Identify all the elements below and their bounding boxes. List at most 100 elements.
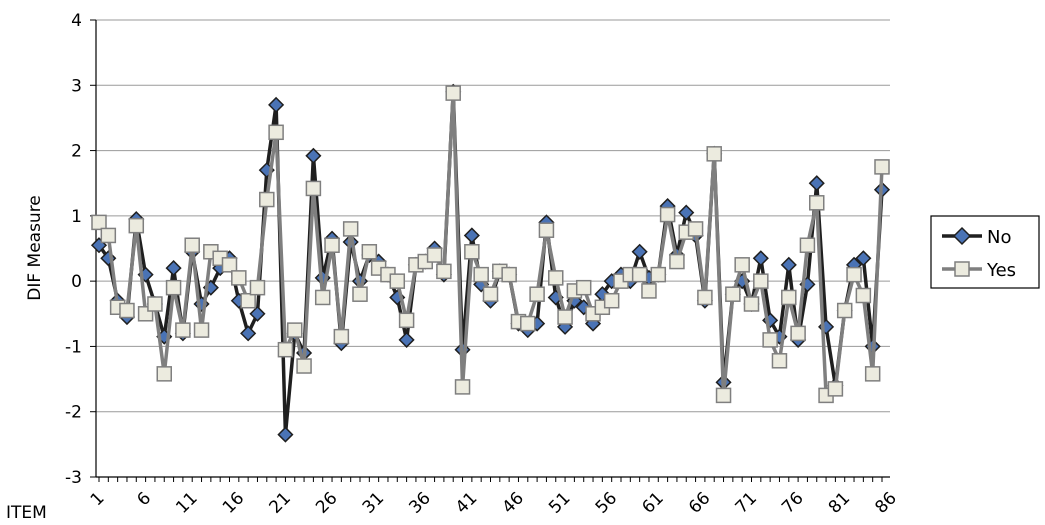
data-point-yes: [184, 237, 200, 253]
legend-label-yes: Yes: [986, 260, 1016, 281]
data-point-yes: [762, 332, 778, 348]
data-point-no: [631, 243, 648, 260]
x-tick-label: 56: [592, 488, 621, 517]
x-tick-label: 76: [778, 488, 807, 517]
data-point-yes: [501, 266, 517, 283]
data-point-yes: [147, 296, 163, 312]
data-point-yes: [603, 292, 620, 309]
x-axis-title: ITEM: [6, 503, 47, 523]
data-point-yes: [268, 124, 284, 141]
data-point-yes: [659, 206, 676, 223]
y-tick-label: 0: [71, 272, 82, 292]
x-tick-label: 26: [312, 488, 341, 517]
data-point-yes: [259, 191, 275, 208]
data-point-yes: [874, 159, 890, 175]
x-tick-label: 31: [359, 488, 388, 517]
data-point-yes: [538, 222, 555, 238]
data-point-no: [752, 250, 769, 267]
data-point-no: [277, 426, 294, 443]
data-point-yes: [165, 279, 182, 296]
data-point-yes: [631, 266, 648, 283]
data-point-yes: [725, 286, 741, 302]
data-point-no: [808, 175, 825, 192]
data-point-no: [855, 250, 872, 267]
data-point-yes: [193, 322, 210, 338]
data-point-yes: [389, 273, 406, 289]
y-tick-label: 4: [71, 11, 82, 31]
data-point-yes: [771, 353, 788, 369]
legend-label-no: No: [987, 227, 1011, 248]
data-point-no: [398, 331, 415, 348]
legend: No Yes: [930, 215, 1040, 289]
data-point-yes: [753, 273, 769, 289]
data-point-yes: [277, 341, 294, 358]
data-point-yes: [557, 309, 573, 325]
data-point-yes: [687, 221, 704, 237]
data-point-no: [240, 325, 257, 342]
x-tick-label: 11: [172, 488, 201, 517]
legend-marker-yes: [954, 261, 970, 277]
y-tick-label: -3: [65, 468, 82, 488]
data-point-yes: [361, 244, 378, 260]
x-axis-ticks: 1 6 11 16 21 26 31 36 41 46 51 56 61 66 71 76 81 86: [87, 477, 901, 518]
data-point-yes: [464, 244, 480, 260]
data-point-yes: [342, 221, 359, 237]
data-point-yes: [650, 266, 667, 283]
legend-box: [930, 215, 1040, 289]
data-point-yes: [249, 279, 266, 296]
data-point-yes: [305, 180, 322, 197]
data-point-yes: [799, 237, 816, 253]
x-tick-label: 66: [685, 488, 714, 517]
legend-marker-no: [952, 226, 972, 246]
x-tick-label: 41: [452, 488, 481, 517]
data-point-no: [678, 204, 695, 221]
data-point-yes: [743, 296, 760, 312]
y-tick-label: 2: [71, 142, 82, 162]
data-point-yes: [781, 289, 797, 306]
data-point-yes: [156, 366, 172, 382]
y-tick-label: 1: [71, 207, 82, 227]
data-point-yes: [426, 247, 443, 263]
data-point-yes: [864, 366, 881, 382]
data-point-no: [268, 96, 285, 113]
y-tick-label: 3: [71, 76, 82, 96]
data-point-yes: [296, 358, 312, 374]
data-point-no: [249, 305, 266, 322]
x-tick-label: 86: [871, 488, 900, 517]
x-tick-label: 81: [825, 488, 854, 517]
data-point-no: [165, 260, 182, 277]
x-tick-label: 71: [732, 488, 761, 517]
data-point-yes: [641, 283, 657, 299]
x-tick-label: 6: [133, 488, 155, 510]
data-point-yes: [240, 292, 256, 309]
data-point-yes: [119, 302, 135, 319]
data-point-yes: [398, 312, 415, 329]
data-point-yes: [836, 302, 853, 319]
y-axis-ticks: -3 -2 -1 0 1 2 3 4: [65, 11, 96, 488]
gridlines: [96, 19, 890, 413]
data-point-yes: [454, 379, 471, 395]
series-group: [90, 83, 891, 443]
data-point-yes: [520, 315, 536, 332]
data-point-yes: [91, 214, 107, 231]
x-tick-label: 46: [499, 488, 528, 517]
x-tick-label: 51: [545, 488, 574, 517]
data-point-no: [305, 147, 322, 164]
x-tick-label: 1: [87, 488, 109, 510]
data-point-yes: [445, 85, 461, 101]
y-tick-label: -1: [65, 337, 82, 357]
x-tick-label: 36: [405, 488, 434, 517]
data-point-no: [780, 256, 797, 273]
data-point-yes: [827, 381, 844, 397]
data-point-yes: [287, 322, 303, 338]
data-point-yes: [790, 325, 806, 342]
data-point-yes: [734, 257, 750, 273]
data-point-no: [463, 227, 480, 244]
y-tick-label: -2: [65, 403, 82, 423]
data-point-yes: [175, 322, 191, 338]
data-point-yes: [436, 263, 452, 280]
y-axis-title: DIF Measure: [25, 195, 45, 301]
data-point-yes: [846, 266, 862, 283]
data-point-yes: [697, 289, 713, 306]
